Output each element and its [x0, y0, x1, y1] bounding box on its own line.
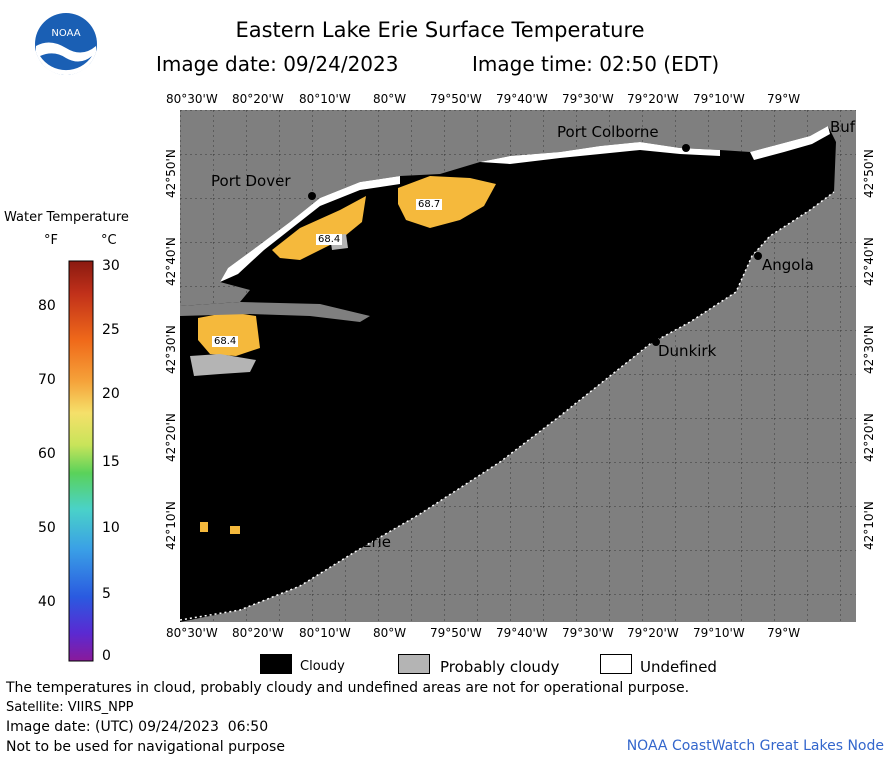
logo-text: NOAA [51, 28, 80, 39]
probably-cloudy-west [190, 354, 256, 376]
undefined-coast-northeast [480, 142, 720, 164]
lon-top-7: 79°20'W [627, 92, 679, 106]
label-angola: Angola [762, 256, 814, 274]
label-port-colborne: Port Colborne [557, 123, 659, 141]
lat-right-1: 42°40'N [862, 237, 876, 286]
satellite-text: Satellite: VIIRS_NPP [6, 700, 134, 715]
long-point-spit [180, 302, 370, 322]
c-tick-0: 0 [102, 648, 111, 664]
lon-bot-6: 79°30'W [562, 626, 614, 640]
legend-probably-cloudy-swatch [398, 654, 430, 674]
c-tick-20: 20 [102, 386, 120, 402]
lon-bot-8: 79°10'W [693, 626, 745, 640]
legend-cloudy-swatch [260, 654, 292, 674]
c-tick-5: 5 [102, 586, 111, 602]
city-dot-buffalo [826, 136, 834, 144]
lon-bot-0: 80°30'W [166, 626, 218, 640]
lon-top-1: 80°20'W [232, 92, 284, 106]
warm-dot-2 [230, 526, 240, 534]
lat-left-3: 42°20'N [164, 413, 178, 462]
warm-patch-west [198, 312, 260, 356]
undefined-coast-north [220, 176, 400, 282]
label-erie: Erie [362, 533, 392, 551]
south-coastline [180, 191, 835, 621]
legend-undefined-label: Undefined [640, 658, 717, 676]
lat-left-4: 42°10'N [164, 501, 178, 550]
c-tick-25: 25 [102, 322, 120, 338]
undefined-coast-east [750, 126, 830, 160]
c-tick-15: 15 [102, 454, 120, 470]
lon-bot-1: 80°20'W [232, 626, 284, 640]
unit-celsius: °C [101, 233, 117, 248]
lat-right-0: 42°50'N [862, 149, 876, 198]
warm-dot-1 [200, 522, 208, 532]
city-dot-erie [354, 528, 362, 536]
warm-patch-north [398, 176, 496, 228]
c-tick-30: 30 [102, 258, 120, 274]
lon-bot-2: 80°10'W [299, 626, 351, 640]
c-tick-10: 10 [102, 520, 120, 536]
lake-map [180, 110, 856, 622]
map-title: Eastern Lake Erie Surface Temperature [235, 18, 645, 42]
lon-top-6: 79°30'W [562, 92, 614, 106]
lon-top-8: 79°10'W [693, 92, 745, 106]
noaa-logo: NOAA [34, 12, 98, 76]
label-dunkirk: Dunkirk [658, 342, 717, 360]
image-time: Image time: 02:50 (EDT) [472, 52, 720, 76]
lon-bot-4: 79°50'W [430, 626, 482, 640]
utc-date-text: Image date: (UTC) 09/24/2023 06:50 [6, 719, 269, 735]
colorbar [68, 260, 94, 662]
city-dot-angola [754, 252, 762, 260]
city-dot-dunkirk [652, 338, 660, 346]
f-tick-40: 40 [38, 594, 56, 610]
f-tick-80: 80 [38, 298, 56, 314]
label-buffalo: Buf [830, 118, 856, 136]
lon-top-5: 79°40'W [496, 92, 548, 106]
lake-cloud-area [180, 126, 836, 622]
lon-top-4: 79°50'W [430, 92, 482, 106]
lat-right-2: 42°30'N [862, 325, 876, 374]
credit-text: NOAA CoastWatch Great Lakes Node [626, 738, 884, 754]
temp-label-3: 68.4 [212, 336, 239, 347]
city-dot-port-colborne [682, 144, 690, 152]
lon-bot-9: 79°W [767, 626, 801, 640]
lon-top-0: 80°30'W [166, 92, 218, 106]
f-tick-60: 60 [38, 446, 56, 462]
f-tick-50: 50 [38, 520, 56, 536]
lon-bot-5: 79°40'W [496, 626, 548, 640]
temp-label-2: 68.4 [316, 234, 343, 245]
lon-top-9: 79°W [767, 92, 801, 106]
temp-label-1: 68.7 [416, 199, 443, 210]
lat-left-2: 42°30'N [164, 325, 178, 374]
label-port-dover: Port Dover [211, 172, 291, 190]
lon-bot-3: 80°W [373, 626, 407, 640]
lon-top-2: 80°10'W [299, 92, 351, 106]
city-dot-port-dover [308, 192, 316, 200]
nav-warning-text: Not to be used for navigational purpose [6, 739, 285, 755]
lat-right-3: 42°20'N [862, 413, 876, 462]
unit-fahrenheit: °F [44, 233, 58, 248]
colorbar-title: Water Temperature [4, 210, 129, 225]
legend-cloudy-label: Cloudy [300, 659, 345, 674]
lat-left-1: 42°40'N [164, 237, 178, 286]
legend-undefined-swatch [600, 654, 632, 674]
warm-patch-dover [272, 196, 366, 260]
legend-probably-cloudy-label: Probably cloudy [440, 658, 560, 676]
disclaimer-text: The temperatures in cloud, probably clou… [6, 680, 690, 696]
image-date: Image date: 09/24/2023 [156, 52, 399, 76]
lon-bot-7: 79°20'W [627, 626, 679, 640]
lat-right-4: 42°10'N [862, 501, 876, 550]
f-tick-70: 70 [38, 372, 56, 388]
lon-top-3: 80°W [373, 92, 407, 106]
lat-left-0: 42°50'N [164, 149, 178, 198]
